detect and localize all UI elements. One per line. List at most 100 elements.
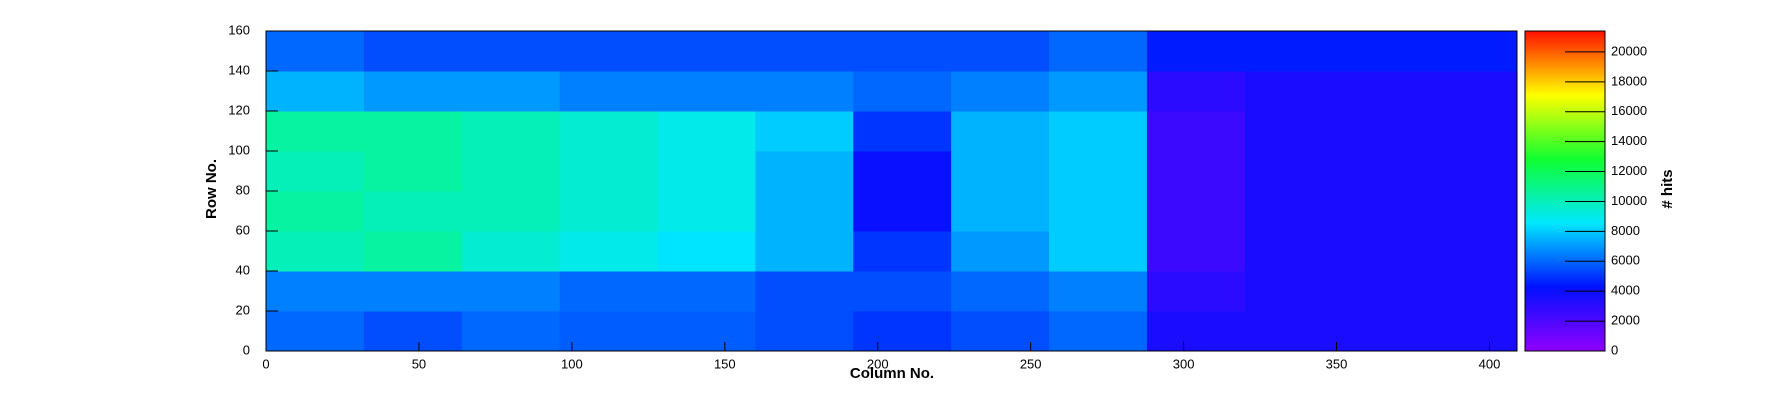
heatmap-cell (1342, 311, 1442, 352)
colorbar-tick-label: 10000 (1611, 193, 1647, 208)
heatmap-cell (1049, 231, 1148, 272)
heatmap-cell (853, 31, 952, 72)
heatmap-cell (1342, 191, 1442, 232)
heatmap-cell (951, 311, 1050, 352)
colorbar (1524, 30, 1606, 352)
x-tick-label: 350 (1326, 356, 1348, 371)
heatmap-cell (461, 151, 561, 192)
heatmap-cell (1049, 271, 1148, 312)
y-tick-label: 100 (228, 142, 250, 157)
heatmap-cell (1440, 151, 1518, 192)
heatmap-cells (266, 31, 1518, 352)
heatmap-cell (266, 311, 365, 352)
heatmap-cell (1440, 71, 1518, 112)
colorbar-tick-label: 18000 (1611, 73, 1647, 88)
heatmap-cell (559, 111, 659, 152)
heatmap-cell (1146, 311, 1246, 352)
heatmap-cell (1049, 151, 1148, 192)
heatmap-cell (951, 151, 1050, 192)
heatmap-cell (559, 311, 659, 352)
heatmap-cell (461, 311, 561, 352)
heatmap-cell (755, 71, 854, 112)
heatmap-cell (853, 231, 952, 272)
y-axis-title: Row No. (203, 159, 220, 219)
heatmap-cell (559, 151, 659, 192)
heatmap-cell (1146, 31, 1246, 72)
heatmap-cell (951, 31, 1050, 72)
heatmap-cell (461, 191, 561, 232)
heatmap-cell (266, 231, 365, 272)
heatmap-cell (363, 231, 463, 272)
heatmap-cell (1440, 271, 1518, 312)
heatmap-cell (1440, 311, 1518, 352)
y-tick-label: 120 (228, 102, 250, 117)
heatmap-cell (755, 271, 854, 312)
heatmap-cell (266, 31, 365, 72)
heatmap-cell (1244, 151, 1344, 192)
heatmap-cell (657, 191, 756, 232)
heatmap-cell (1342, 271, 1442, 312)
heatmap-cell (853, 191, 952, 232)
heatmap-cell (266, 111, 365, 152)
heatmap-cell (266, 271, 365, 312)
heatmap-cell (1146, 231, 1246, 272)
heatmap-cell (657, 151, 756, 192)
heatmap-cell (657, 71, 756, 112)
heatmap-cell (853, 271, 952, 312)
heatmap-cell (461, 271, 561, 312)
heatmap-cell (1146, 191, 1246, 232)
colorbar-tick-label: 20000 (1611, 43, 1647, 58)
heatmap-cell (1342, 151, 1442, 192)
colorbar-tick-label: 4000 (1611, 283, 1640, 298)
heatmap-cell (755, 231, 854, 272)
colorbar-tick-label: 2000 (1611, 313, 1640, 328)
heatmap-cell (1440, 231, 1518, 272)
x-tick-label: 100 (561, 356, 583, 371)
heatmap-cell (657, 111, 756, 152)
heatmap-cell (657, 271, 756, 312)
heatmap-cell (951, 271, 1050, 312)
heatmap-cell (1244, 191, 1344, 232)
heatmap-cell (1049, 111, 1148, 152)
heatmap-cell (559, 31, 659, 72)
heatmap-cell (657, 311, 756, 352)
heatmap-cell (1440, 191, 1518, 232)
heatmap-cell (755, 311, 854, 352)
heatmap-cell (755, 31, 854, 72)
heatmap-cell (1049, 311, 1148, 352)
y-tick-label: 40 (236, 262, 250, 277)
colorbar-title: # hits (1659, 169, 1676, 208)
heatmap-cell (657, 231, 756, 272)
y-tick-label: 20 (236, 302, 250, 317)
x-tick-label: 0 (262, 356, 269, 371)
heatmap-cell (657, 31, 756, 72)
heatmap-cell (363, 271, 463, 312)
heatmap-cell (1440, 111, 1518, 152)
x-axis-title: Column No. (850, 365, 934, 382)
x-tick-label: 50 (412, 356, 426, 371)
heatmap-cell (559, 231, 659, 272)
heatmap-cell (853, 311, 952, 352)
heatmap-cell (559, 271, 659, 312)
heatmap-cell (1244, 71, 1344, 112)
x-tick-label: 150 (714, 356, 736, 371)
heatmap-cell (1244, 311, 1344, 352)
heatmap-cell (755, 151, 854, 192)
heatmap-cell (1244, 271, 1344, 312)
heatmap-cell (1146, 151, 1246, 192)
heatmap-cell (1049, 71, 1148, 112)
heatmap-cell (559, 71, 659, 112)
heatmap-cell (461, 111, 561, 152)
colorbar-tick-label: 14000 (1611, 133, 1647, 148)
heatmap-cell (363, 71, 463, 112)
heatmap-cell (951, 71, 1050, 112)
heatmap-cell (363, 31, 463, 72)
heatmap-cell (266, 151, 365, 192)
heatmap-cell (363, 151, 463, 192)
heatmap-cell (1049, 191, 1148, 232)
colorbar-tick-label: 12000 (1611, 163, 1647, 178)
heatmap-cell (1244, 31, 1344, 72)
y-tick-label: 160 (228, 22, 250, 37)
heatmap-cell (266, 71, 365, 112)
